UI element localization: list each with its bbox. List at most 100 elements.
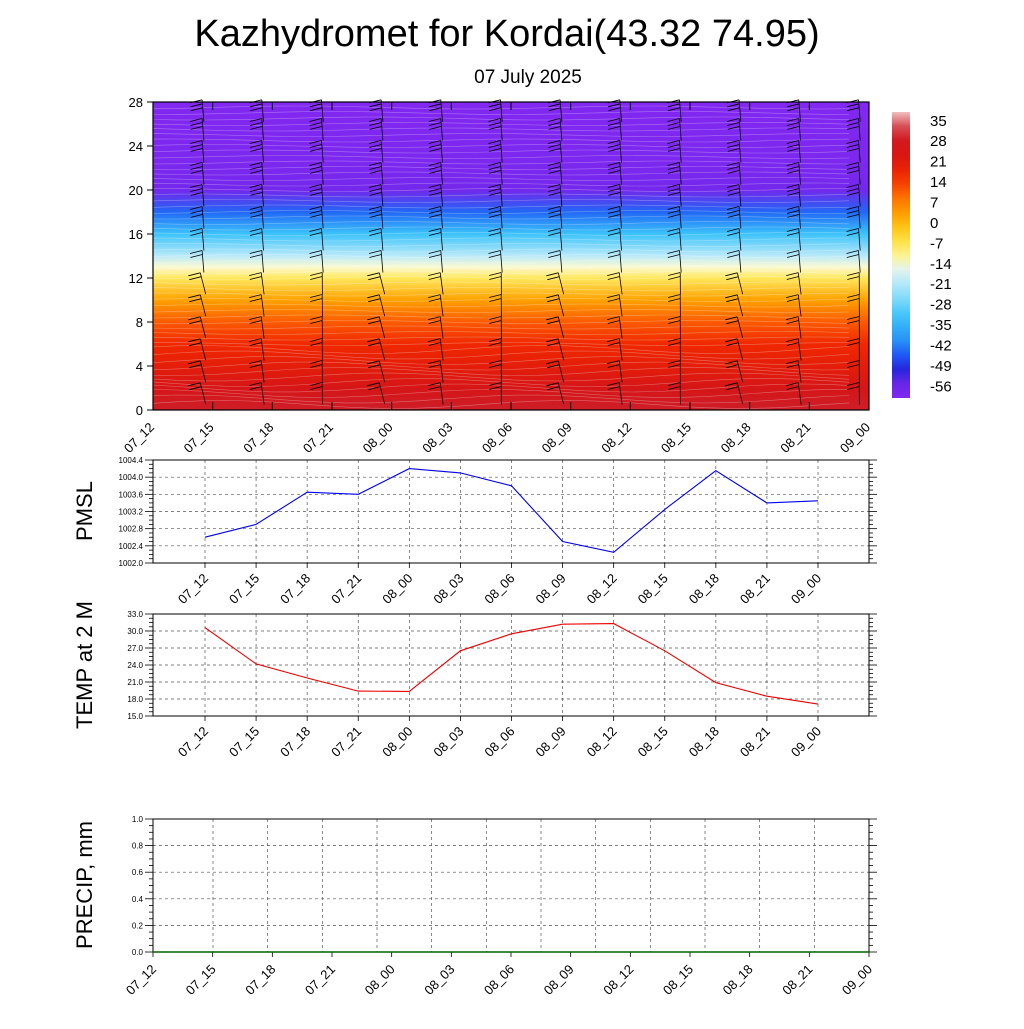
- wind-barb: [367, 338, 386, 361]
- wind-barb: [309, 99, 324, 122]
- wind-barb: [309, 140, 324, 163]
- temp-2m-series-line: [204, 623, 819, 705]
- wind-barb: [546, 382, 565, 405]
- wind-barb: [607, 316, 623, 339]
- heatmap-y-tick-label: 24: [129, 139, 143, 154]
- precip-y-tick-label: 1.0: [132, 815, 144, 824]
- contour-line: [152, 226, 850, 231]
- precip-x-tick-label: 08_03: [421, 962, 457, 998]
- contour-line: [152, 237, 850, 242]
- pmsl-y-tick-label: 1002.8: [119, 525, 144, 534]
- wind-barb: [667, 228, 682, 251]
- temp-2m-y-tick-label: 15.0: [127, 712, 143, 721]
- wind-barb: [489, 294, 502, 317]
- wind-barb: [428, 338, 444, 361]
- wind-barb: [786, 382, 802, 405]
- wind-barb: [309, 162, 324, 185]
- wind-barb: [488, 140, 503, 163]
- precip-x-tick-label: 08_12: [600, 962, 636, 998]
- heatmap-y-tick-label: 4: [136, 359, 143, 374]
- wind-barb: [725, 294, 744, 317]
- heatmap-y-tick-label: 28: [129, 95, 143, 110]
- wind-barb: [727, 250, 742, 273]
- wind-barb: [309, 184, 324, 207]
- wind-barb: [727, 228, 742, 251]
- precip-x-tick-label: 07_18: [242, 962, 278, 998]
- precip-ylabel: PRECIP, mm: [72, 821, 97, 949]
- wind-barb: [667, 140, 682, 163]
- contour-line: [152, 248, 850, 253]
- wind-barb: [309, 118, 324, 141]
- wind-barb: [667, 206, 682, 229]
- wind-barb: [727, 184, 742, 207]
- contour-line: [152, 394, 850, 404]
- pmsl-x-tick-label: 08_00: [379, 571, 415, 607]
- precip-x-tick-label: 07_21: [302, 962, 338, 998]
- wind-barb: [548, 228, 563, 251]
- contour-line: [152, 133, 850, 137]
- contour-line: [152, 149, 850, 154]
- wind-barb: [489, 316, 502, 339]
- wind-barb: [190, 228, 205, 251]
- wind-barb: [786, 184, 801, 207]
- heatmap-x-tick-label: 08_12: [598, 420, 634, 456]
- precip-x-tick-label: 08_21: [779, 962, 815, 998]
- wind-barb: [249, 272, 265, 295]
- wind-barb: [249, 228, 264, 251]
- wind-barb: [188, 360, 207, 383]
- contour-line: [152, 122, 850, 126]
- pmsl-y-tick-label: 1003.6: [119, 490, 144, 499]
- temp-2m-x-tick-label: 09_00: [788, 724, 824, 760]
- wind-barb: [727, 162, 742, 185]
- contour-line: [152, 259, 850, 264]
- heatmap-x-tick-label: 08_15: [658, 420, 694, 456]
- wind-barb: [727, 206, 742, 229]
- wind-barb: [668, 382, 681, 405]
- wind-barb: [846, 162, 861, 185]
- pmsl-y-tick-label: 1002.0: [119, 559, 144, 568]
- heatmap-y-tick-label: 20: [129, 183, 143, 198]
- wind-barb: [428, 184, 443, 207]
- wind-barb: [548, 140, 563, 163]
- wind-barb: [188, 382, 207, 405]
- contour-line: [152, 270, 850, 275]
- wind-barb: [668, 272, 681, 295]
- precip-x-tick-label: 07_15: [183, 962, 219, 998]
- heatmap-x-tick-label: 07_12: [121, 420, 157, 456]
- wind-barb: [310, 272, 323, 295]
- wind-barb: [428, 272, 444, 295]
- wind-barb: [846, 99, 861, 122]
- wind-barb: [428, 250, 443, 273]
- wind-barb: [786, 338, 802, 361]
- temp-2m-y-tick-label: 30.0: [127, 627, 143, 636]
- pmsl-x-tick-label: 08_21: [737, 571, 773, 607]
- colorbar-label: -7: [930, 235, 943, 252]
- wind-barb: [188, 272, 207, 295]
- temp-2m-x-tick-label: 08_12: [584, 724, 620, 760]
- pmsl-y-tick-label: 1003.2: [119, 508, 144, 517]
- wind-barb: [249, 250, 264, 273]
- wind-barb: [786, 140, 801, 163]
- wind-barb: [786, 162, 801, 185]
- wind-barb: [188, 338, 207, 361]
- colorbar-label: 0: [930, 215, 938, 232]
- wind-barb: [846, 228, 861, 251]
- wind-barb: [607, 184, 622, 207]
- wind-barb: [369, 162, 384, 185]
- wind-barb: [489, 360, 502, 383]
- wind-barb: [489, 272, 502, 295]
- wind-barb: [725, 338, 744, 361]
- wind-barb: [309, 206, 324, 229]
- wind-barb: [369, 184, 384, 207]
- contour-line: [152, 215, 850, 220]
- temp-2m-x-tick-label: 08_03: [430, 724, 466, 760]
- precip-x-tick-label: 08_15: [660, 962, 696, 998]
- heatmap-x-tick-label: 08_03: [419, 420, 455, 456]
- wind-barb: [667, 250, 682, 273]
- precip-x-tick-label: 09_00: [839, 962, 875, 998]
- wind-barb: [190, 99, 205, 122]
- precip-x-tick-label: 08_00: [362, 962, 398, 998]
- precip-x-tick-label: 08_09: [541, 962, 577, 998]
- wind-barb: [367, 360, 386, 383]
